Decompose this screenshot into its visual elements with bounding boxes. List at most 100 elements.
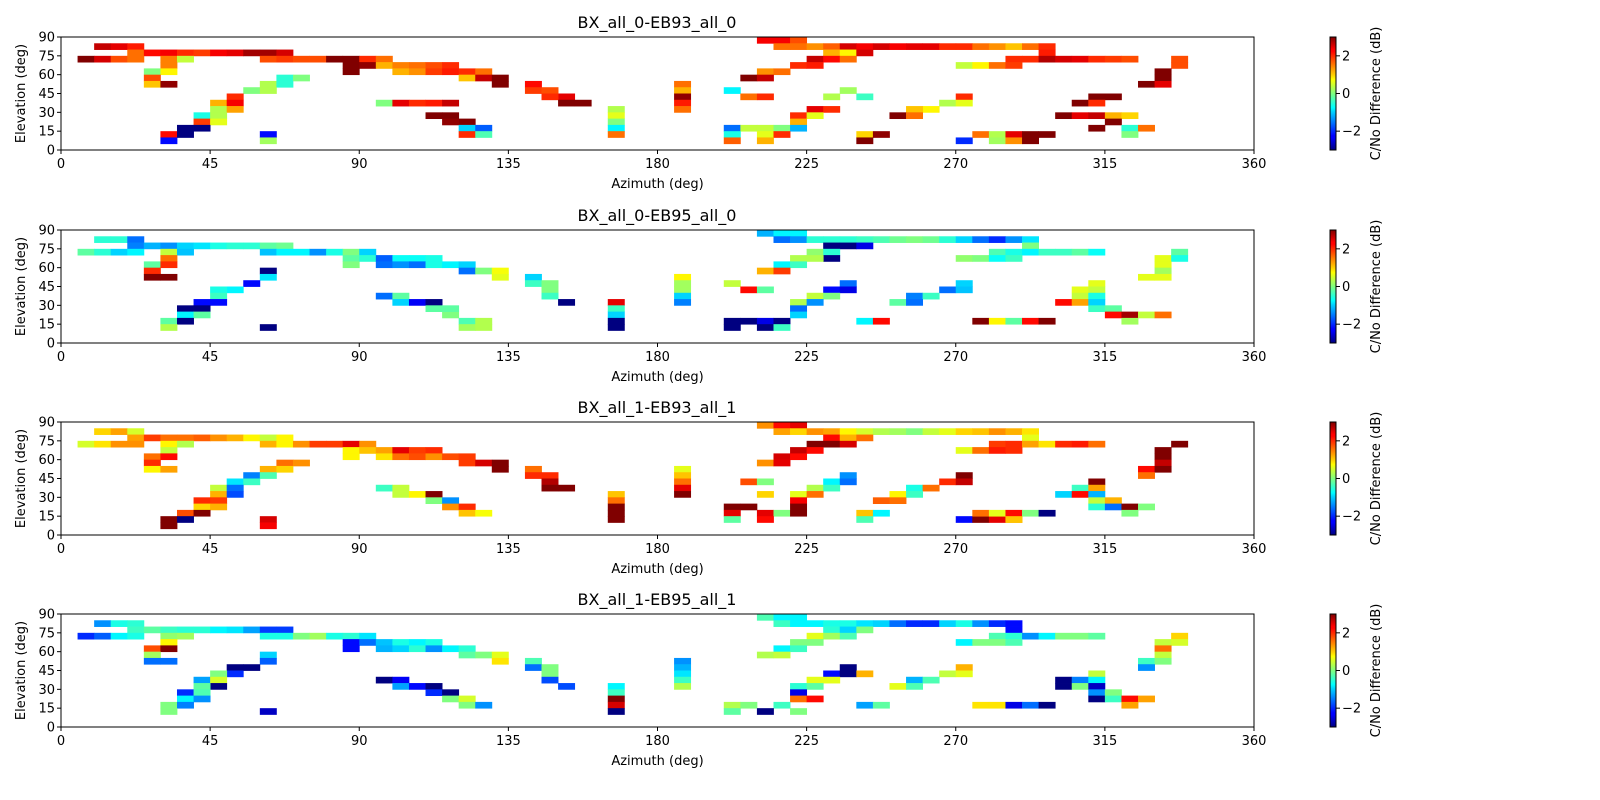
heatmap-cell xyxy=(889,491,907,498)
heatmap-cell xyxy=(574,99,592,107)
heatmap-cell xyxy=(872,131,890,138)
heatmap-cell xyxy=(375,99,393,107)
heatmap-cell xyxy=(143,273,161,281)
x-tick-label: 270 xyxy=(943,734,968,749)
heatmap-cell xyxy=(1022,248,1039,256)
heatmap-cell xyxy=(939,236,957,243)
heatmap-cell xyxy=(972,639,990,646)
heatmap-cell xyxy=(856,137,874,145)
heatmap-cell xyxy=(790,695,808,703)
heatmap-cell xyxy=(375,676,393,684)
heatmap-cell xyxy=(773,37,791,44)
heatmap-cell xyxy=(1005,639,1023,646)
heatmap-cell xyxy=(160,55,178,63)
heatmap-cell xyxy=(1171,255,1189,262)
heatmap-cell xyxy=(1071,676,1089,684)
heatmap-cell xyxy=(1005,516,1023,523)
heatmap-cell xyxy=(375,292,393,300)
heatmap-cell xyxy=(193,305,211,313)
heatmap-cell xyxy=(458,509,476,517)
heatmap-cell xyxy=(806,112,824,120)
heatmap-cell xyxy=(408,299,426,306)
x-tick-label: 315 xyxy=(1092,157,1117,172)
heatmap-cell xyxy=(856,428,874,435)
heatmap-cell xyxy=(1071,440,1089,448)
heatmap-cell xyxy=(259,465,277,473)
heatmap-cell xyxy=(790,255,808,262)
heatmap-cell xyxy=(872,317,890,325)
heatmap-cell xyxy=(773,267,791,275)
heatmap-cell xyxy=(856,236,874,243)
heatmap-cell xyxy=(906,676,924,684)
heatmap-cell xyxy=(425,299,443,306)
heatmap-cell xyxy=(723,280,741,287)
heatmap-cell xyxy=(210,497,228,505)
heatmap-cell xyxy=(806,236,824,243)
heatmap-cell xyxy=(1088,93,1106,101)
heatmap-cell xyxy=(160,80,178,88)
heatmap-cell xyxy=(823,292,841,300)
heatmap-cell xyxy=(806,55,824,63)
heatmap-cell xyxy=(939,478,957,486)
colorbar-label: C/No Difference (dB) xyxy=(1369,412,1384,546)
heatmap-cell xyxy=(243,242,261,250)
heatmap-cell xyxy=(955,280,973,287)
heatmap-cell xyxy=(806,491,824,498)
heatmap-cell xyxy=(127,236,145,243)
heatmap-cell xyxy=(259,87,277,94)
heatmap-cell xyxy=(823,55,841,63)
heatmap-cell xyxy=(259,651,277,659)
panel-1: BX_all_0-EB95_all_0 0 45 90 135 180 225 270 315… xyxy=(14,206,1384,385)
heatmap-cell xyxy=(790,497,808,505)
heatmap-cell xyxy=(756,230,774,237)
heatmap-cell xyxy=(1055,299,1073,306)
heatmap-cell xyxy=(955,428,973,435)
heatmap-cell xyxy=(674,670,692,678)
heatmap-cell xyxy=(790,453,808,461)
x-axis-ticks: 0 45 90 135 180 225 270 315 360 xyxy=(57,727,1266,749)
heatmap-cell xyxy=(1022,236,1039,243)
heatmap-cell xyxy=(939,286,957,294)
heatmap-cell xyxy=(127,49,145,57)
heatmap-cell xyxy=(143,657,161,665)
heatmap-cell xyxy=(1055,683,1073,690)
heatmap-cell xyxy=(176,689,194,697)
heatmap-cell xyxy=(110,55,128,63)
heatmap-cell xyxy=(1104,311,1122,319)
heatmap-cell xyxy=(674,273,692,281)
heatmap-cell xyxy=(1104,305,1122,313)
heatmap-cell xyxy=(988,509,1006,517)
heatmap-cell xyxy=(458,68,476,76)
heatmap-cell xyxy=(1071,99,1089,107)
heatmap-cell xyxy=(1138,503,1155,511)
heatmap-cell xyxy=(972,317,990,325)
heatmap-cell xyxy=(1154,639,1172,646)
y-axis-label: Elevation (deg) xyxy=(14,429,29,528)
heatmap-cell xyxy=(1038,509,1056,517)
heatmap-cell xyxy=(558,484,576,492)
heatmap-cell xyxy=(1005,317,1023,325)
heatmap-cell xyxy=(906,236,924,243)
heatmap-cell xyxy=(674,99,692,107)
heatmap-cell xyxy=(425,497,443,505)
heatmap-cell xyxy=(1071,248,1089,256)
heatmap-cell xyxy=(359,62,377,69)
heatmap-cell xyxy=(425,112,443,120)
heatmap-cell xyxy=(442,689,460,697)
heatmap-cell xyxy=(823,49,841,57)
y-tick-label: 75 xyxy=(38,49,55,64)
heatmap-cell xyxy=(856,516,874,523)
heatmap-cell xyxy=(1088,112,1106,120)
colorbar-label: C/No Difference (dB) xyxy=(1369,220,1384,354)
heatmap-cell xyxy=(1138,465,1155,473)
colorbar-label: C/No Difference (dB) xyxy=(1369,604,1384,738)
heatmap-cell xyxy=(326,55,344,63)
x-tick-label: 0 xyxy=(57,542,65,557)
heatmap-cell xyxy=(790,236,808,243)
heatmap-cell xyxy=(524,664,542,671)
heatmap-cell xyxy=(160,49,178,57)
heatmap-cell xyxy=(756,37,774,44)
heatmap-cell xyxy=(1088,440,1106,448)
heatmap-cell xyxy=(276,632,294,640)
heatmap-cell xyxy=(823,286,841,294)
